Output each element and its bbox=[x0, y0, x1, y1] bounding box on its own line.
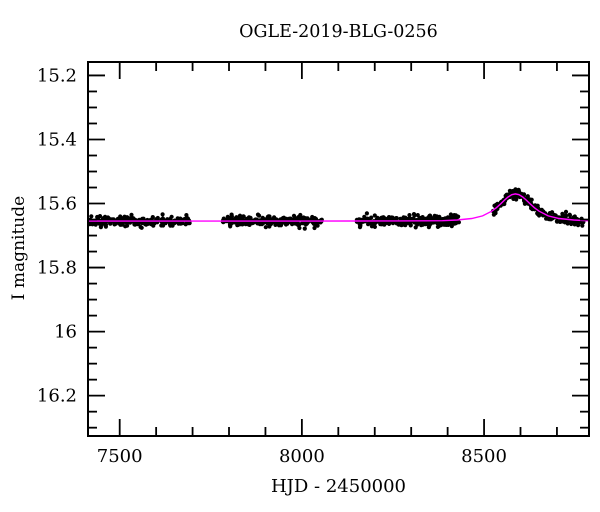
photometry-point bbox=[313, 222, 318, 227]
chart-title: OGLE-2019-BLG-0256 bbox=[239, 22, 438, 42]
photometry-point bbox=[129, 212, 134, 217]
photometry-point bbox=[456, 214, 461, 219]
photometry-point bbox=[255, 212, 261, 217]
photometry-point bbox=[407, 213, 412, 218]
x-axis-label: HJD - 2450000 bbox=[270, 476, 407, 497]
photometry-point bbox=[266, 214, 271, 219]
photometry-point bbox=[580, 223, 585, 228]
photometry-point bbox=[429, 215, 434, 220]
y-tick-label: 15.4 bbox=[37, 129, 77, 150]
photometry-point bbox=[398, 216, 403, 221]
photometry-point bbox=[113, 221, 119, 226]
photometry-point bbox=[98, 225, 103, 230]
photometry-point bbox=[571, 215, 576, 220]
photometry-point bbox=[229, 212, 234, 217]
x-tick-label: 8000 bbox=[279, 446, 325, 467]
photometry-point bbox=[132, 222, 138, 227]
photometry-point bbox=[516, 187, 521, 192]
photometry-point bbox=[448, 212, 453, 217]
photometry-point bbox=[527, 197, 532, 202]
photometry-point bbox=[420, 222, 425, 227]
photometry-point bbox=[280, 216, 286, 221]
photometry-point bbox=[234, 215, 239, 220]
photometry-point bbox=[291, 213, 297, 218]
photometry-point bbox=[452, 220, 457, 225]
photometry-point bbox=[379, 221, 384, 226]
photometry-point bbox=[389, 215, 394, 220]
photometry-point bbox=[298, 212, 303, 218]
photometry-point bbox=[366, 222, 371, 227]
photometry-point bbox=[379, 215, 384, 220]
photometry-point bbox=[415, 213, 420, 218]
photometry-point bbox=[433, 216, 438, 221]
photometry-point bbox=[512, 195, 518, 200]
photometry-point bbox=[263, 225, 268, 230]
photometry-point bbox=[165, 217, 170, 222]
x-tick-label: 8500 bbox=[461, 446, 507, 467]
photometry-point bbox=[364, 211, 369, 216]
photometry-point bbox=[108, 221, 113, 226]
photometry-point bbox=[372, 224, 377, 229]
photometry-point bbox=[563, 209, 569, 214]
photometry-point bbox=[405, 220, 411, 225]
photometry-point bbox=[295, 221, 300, 226]
plot-frame bbox=[87, 61, 590, 437]
photometry-point bbox=[446, 216, 452, 221]
photometry-point bbox=[97, 214, 103, 219]
photometry-point bbox=[415, 222, 420, 227]
x-tick-label: 7500 bbox=[97, 446, 143, 467]
photometry-point bbox=[371, 221, 376, 226]
photometry-point bbox=[449, 224, 454, 229]
y-tick-label: 15.8 bbox=[37, 258, 77, 279]
photometry-point bbox=[552, 212, 557, 218]
photometry-point bbox=[444, 222, 449, 227]
photometry-point bbox=[228, 224, 233, 229]
photometry-point bbox=[287, 216, 292, 221]
photometry-point bbox=[101, 218, 106, 223]
axis-ticks bbox=[88, 62, 589, 436]
y-tick-label: 16 bbox=[54, 322, 77, 343]
photometry-point bbox=[302, 221, 307, 226]
photometry-point bbox=[411, 216, 416, 221]
photometry-point bbox=[183, 222, 188, 227]
y-tick-label: 15.2 bbox=[37, 65, 77, 86]
photometry-point bbox=[159, 223, 164, 228]
photometry-point bbox=[294, 216, 299, 222]
model-curve bbox=[88, 193, 590, 222]
photometry-point bbox=[396, 221, 401, 226]
y-tick-label: 15.6 bbox=[37, 194, 77, 215]
photometry-point bbox=[510, 189, 515, 194]
tick-labels: 7500 8000 8500 15.2 15.4 15.6 15.8 16 16.2 bbox=[37, 65, 507, 467]
photometry-point bbox=[138, 224, 143, 230]
photometry-point bbox=[89, 214, 94, 219]
photometry-point bbox=[312, 225, 317, 231]
photometry-point bbox=[273, 222, 278, 227]
photometry-point bbox=[393, 216, 398, 221]
photometry-point bbox=[554, 219, 560, 224]
data-points bbox=[87, 187, 586, 231]
photometry-point bbox=[411, 212, 417, 217]
photometry-point bbox=[372, 213, 377, 218]
photometry-point bbox=[131, 216, 136, 221]
photometry-point bbox=[426, 225, 431, 230]
photometry-point bbox=[491, 212, 496, 217]
photometry-point bbox=[417, 216, 422, 221]
photometry-point bbox=[235, 223, 240, 228]
y-tick-label: 16.2 bbox=[37, 386, 77, 407]
photometry-point bbox=[369, 215, 374, 220]
photometry-point bbox=[522, 201, 528, 206]
photometry-point bbox=[150, 222, 155, 227]
photometry-point bbox=[362, 214, 367, 219]
photometry-point bbox=[302, 226, 307, 231]
photometry-point bbox=[567, 213, 573, 218]
photometry-point bbox=[525, 194, 530, 199]
photometry-point bbox=[574, 221, 579, 226]
photometry-point bbox=[160, 212, 165, 217]
